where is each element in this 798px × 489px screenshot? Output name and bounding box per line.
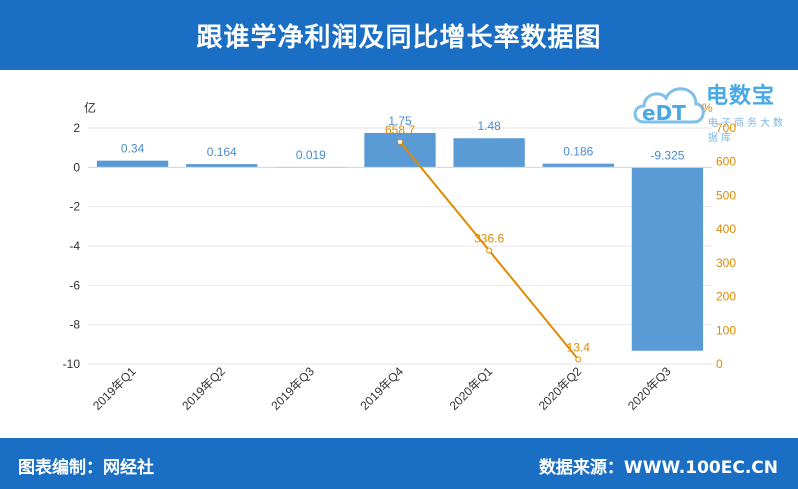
line-series — [398, 139, 581, 362]
bar-series — [97, 133, 703, 351]
line-point — [398, 139, 403, 144]
x-tick-label: 2020年Q1 — [447, 364, 496, 413]
bar-value-label: 0.186 — [563, 145, 593, 159]
left-tick-label: 0 — [73, 160, 80, 174]
left-tick-label: -6 — [69, 278, 80, 292]
bar — [97, 161, 168, 168]
chart-title: 跟谁学净利润及同比增长率数据图 — [196, 17, 601, 54]
bar-value-label: -9.325 — [650, 148, 684, 162]
bar — [453, 138, 524, 167]
right-tick-label: 100 — [716, 323, 736, 337]
right-axis-unit: % — [702, 101, 713, 115]
line-value-label: 658.7 — [385, 123, 415, 137]
x-tick-label: 2020年Q2 — [536, 364, 585, 413]
right-tick-label: 300 — [716, 256, 736, 270]
left-tick-label: -4 — [69, 239, 80, 253]
right-tick-label: 200 — [716, 290, 736, 304]
bar — [364, 133, 435, 167]
x-tick-label: 2019年Q2 — [179, 364, 228, 413]
line-point — [576, 357, 581, 362]
left-axis-unit: 亿 — [84, 100, 96, 115]
x-tick-label: 2019年Q1 — [90, 364, 139, 413]
left-tick-label: -8 — [69, 318, 80, 332]
right-tick-label: 600 — [716, 155, 736, 169]
right-tick-label: 400 — [716, 222, 736, 236]
line-value-label: 336.6 — [474, 232, 504, 246]
chart-footer: 图表编制：网经社 数据来源：WWW.100EC.CN — [0, 438, 798, 489]
footer-credit: 图表编制：网经社 — [18, 453, 154, 478]
x-tick-label: 2019年Q4 — [358, 364, 407, 413]
left-tick-label: -10 — [63, 357, 81, 371]
bar-value-label: 1.48 — [477, 119, 501, 133]
right-tick-label: 0 — [716, 357, 723, 371]
x-tick-label: 2020年Q3 — [625, 364, 674, 413]
footer-source: 数据来源：WWW.100EC.CN — [539, 453, 778, 478]
line-value-label: 13.4 — [567, 340, 591, 354]
bar-value-label: 0.34 — [121, 142, 145, 156]
line-point — [487, 248, 492, 253]
bar — [632, 167, 703, 350]
chart-header: 跟谁学净利润及同比增长率数据图 — [0, 0, 798, 70]
x-tick-label: 2019年Q3 — [268, 364, 317, 413]
bar-value-label: 0.019 — [296, 148, 326, 162]
right-tick-label: 700 — [716, 121, 736, 135]
right-tick-label: 500 — [716, 188, 736, 202]
bar-value-label: 0.164 — [207, 145, 237, 159]
left-tick-label: 2 — [73, 121, 80, 135]
left-tick-label: -2 — [69, 200, 80, 214]
bar — [543, 164, 614, 168]
